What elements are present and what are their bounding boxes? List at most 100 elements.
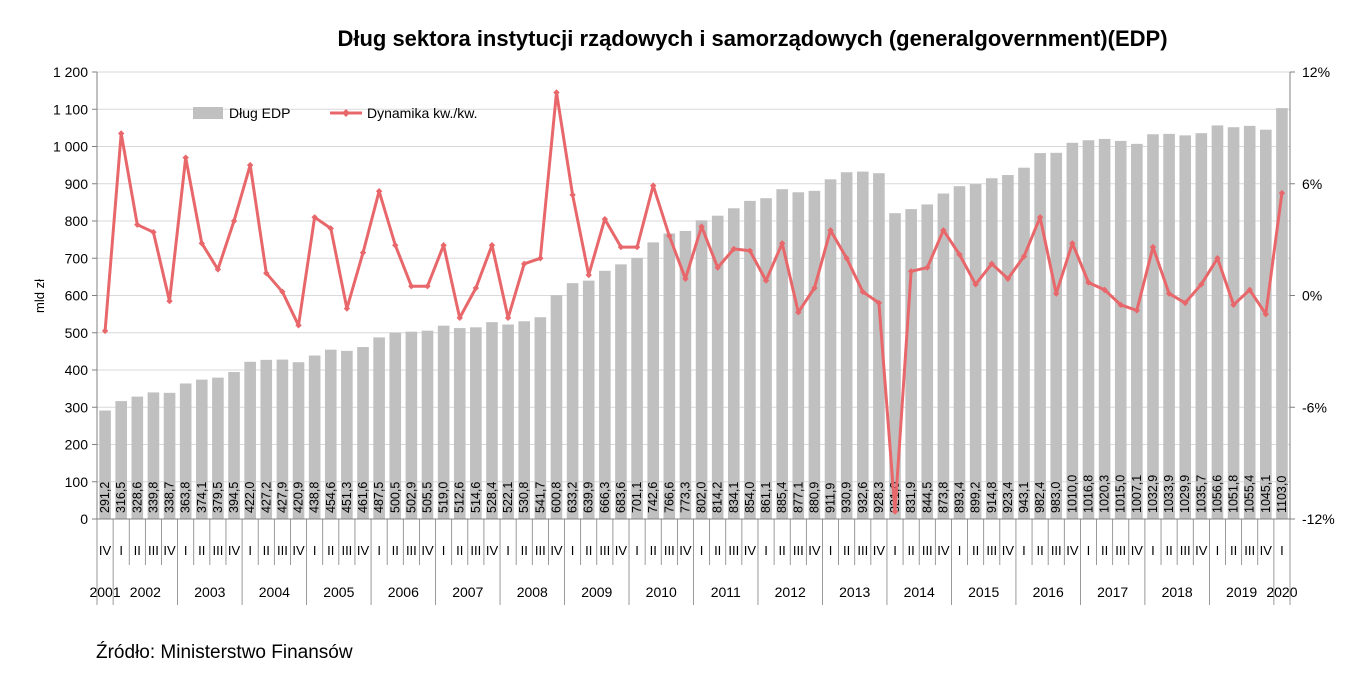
line-point	[1198, 281, 1205, 288]
bar-value-label: 928,3	[872, 482, 886, 513]
bar	[389, 332, 402, 519]
legend-swatch-bars	[193, 107, 223, 119]
bar	[937, 193, 950, 519]
bar-value-label: 639,9	[582, 482, 596, 513]
quarter-label: IV	[1260, 543, 1273, 558]
bar-value-label: 338,7	[163, 482, 177, 513]
year-label: 2009	[581, 584, 612, 600]
year-label: 2010	[646, 584, 677, 600]
line-point	[827, 227, 834, 234]
bar	[324, 349, 337, 519]
bar	[308, 355, 321, 519]
bar	[647, 242, 659, 519]
line-point	[537, 255, 544, 262]
bar	[969, 184, 982, 519]
bar	[1131, 143, 1143, 519]
quarter-label: IV	[1195, 543, 1208, 558]
quarter-label: III	[986, 543, 997, 558]
bar-value-label: 1051,8	[1227, 475, 1241, 513]
bar-value-label: 633,2	[566, 482, 580, 513]
bar	[760, 198, 772, 520]
year-label: 2005	[323, 584, 354, 600]
bar-value-label: 1033,9	[1162, 475, 1176, 513]
quarter-label: IV	[228, 543, 241, 558]
y-tick-label: 800	[65, 213, 89, 229]
bar-value-label: 834,1	[727, 482, 741, 513]
bar-value-label: 885,4	[775, 482, 789, 513]
bar-value-label: 1103,0	[1275, 476, 1289, 513]
bar-value-label: 814,2	[711, 482, 725, 513]
bar	[631, 257, 643, 519]
bar-value-label: 701,1	[630, 482, 644, 513]
bar	[889, 213, 901, 520]
bar-value-label: 914,8	[985, 482, 999, 513]
quarter-label: III	[277, 543, 288, 558]
bar	[292, 362, 305, 519]
quarter-label: II	[1230, 543, 1237, 558]
bar	[711, 215, 724, 519]
bar	[276, 359, 289, 519]
quarter-label: I	[893, 543, 897, 558]
line-point	[972, 281, 979, 288]
line-point	[1085, 279, 1092, 286]
bar	[824, 179, 837, 519]
source-note: Źródło: Ministerstwo Finansów	[96, 642, 353, 663]
bar-value-label: 1032,9	[1146, 475, 1160, 513]
quarter-label: II	[198, 543, 205, 558]
year-label: 2014	[904, 584, 935, 600]
line-point	[617, 243, 625, 251]
year-label: 2013	[839, 584, 870, 600]
y-tick-label: 200	[65, 437, 89, 453]
bar	[744, 200, 756, 519]
bar	[1002, 175, 1014, 519]
quarter-label: I	[1151, 543, 1155, 558]
bar-value-label: 1007,1	[1130, 475, 1144, 513]
bar	[470, 327, 482, 519]
bar-value-label: 766,6	[662, 482, 676, 513]
quarter-label: I	[1216, 543, 1220, 558]
year-label: 2019	[1226, 584, 1257, 600]
line-point	[246, 161, 254, 169]
line-point	[859, 288, 866, 295]
quarter-label: II	[134, 543, 141, 558]
bar	[195, 379, 208, 519]
bar	[921, 204, 934, 519]
bar-value-label: 1055,4	[1243, 475, 1257, 513]
quarter-label: I	[700, 543, 704, 558]
bar	[405, 331, 418, 519]
year-label: 2001	[89, 584, 120, 600]
bar-value-label: 802,0	[695, 482, 709, 513]
bar-value-label: 982,4	[1033, 482, 1047, 513]
line-point	[875, 299, 883, 307]
line-point	[714, 264, 721, 271]
bar-value-label: 420,9	[292, 482, 306, 513]
line-point	[1036, 214, 1044, 221]
bar	[550, 295, 563, 519]
y-tick-label: 100	[65, 474, 89, 490]
bar	[776, 189, 788, 519]
bar-value-label: 379,5	[211, 482, 225, 513]
quarter-label: I	[184, 543, 188, 558]
line-point	[424, 282, 431, 290]
bar-value-label: 519,0	[437, 482, 451, 513]
bar-value-label: 427,2	[259, 482, 273, 513]
bar-value-label: 911,9	[824, 483, 838, 513]
y-tick-label: 400	[65, 362, 89, 378]
line-point	[408, 282, 415, 290]
legend-swatch-marker	[342, 109, 350, 117]
quarter-label: I	[635, 543, 639, 558]
line-point	[1020, 253, 1028, 260]
y-axis-title: mld zł	[32, 279, 47, 313]
line-point	[279, 288, 286, 295]
quarter-label: III	[535, 543, 546, 558]
bar-value-label: 983,0	[1049, 482, 1063, 513]
quarter-label: IV	[486, 543, 499, 558]
bar	[1227, 127, 1240, 519]
line-point	[1246, 286, 1253, 294]
bar	[1098, 138, 1111, 520]
bar-value-label: 923,4	[1001, 482, 1015, 513]
quarter-label: III	[406, 543, 417, 558]
quarter-label: II	[650, 543, 657, 558]
line-point	[633, 243, 641, 251]
line-point	[101, 327, 109, 335]
